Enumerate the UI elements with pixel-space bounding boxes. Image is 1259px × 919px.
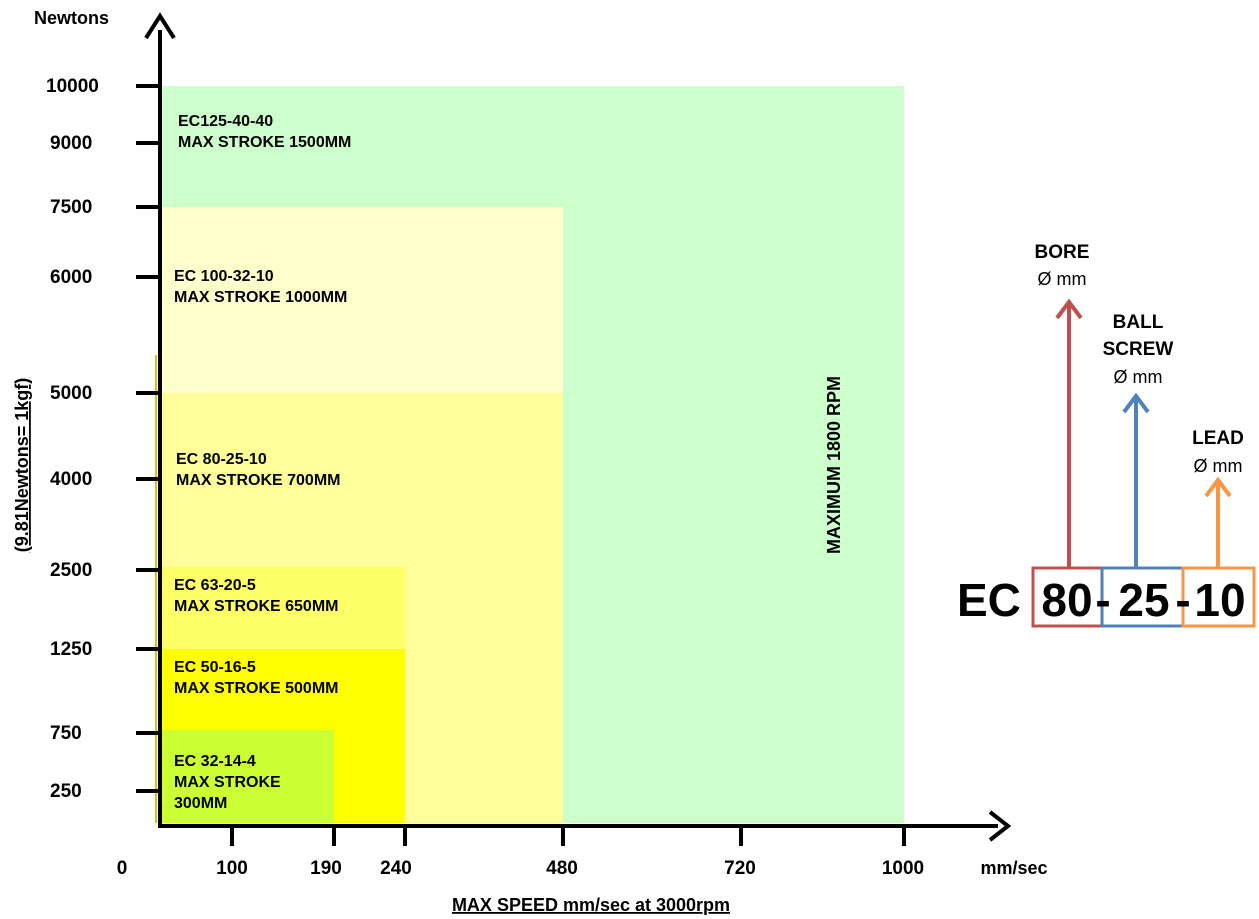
x-tick-label-100: 100	[216, 858, 248, 879]
region-label-ec80-stroke: MAX STROKE 700MM	[176, 472, 340, 489]
region-label-ec63-model: EC 63-20-5	[174, 577, 256, 594]
legend-screw-arrow	[1122, 392, 1150, 568]
legend-screw-unit: Ø mm	[1114, 367, 1163, 387]
region-label-ec32-stroke-1: MAX STROKE	[174, 774, 281, 791]
y-tick-label-4000: 4000	[50, 469, 92, 490]
legend-lead-arrowhead	[1204, 476, 1232, 498]
x-axis-arrowhead	[988, 810, 1012, 842]
legend-code-screw: 25	[1118, 574, 1169, 626]
region-label-ec125-stroke: MAX STROKE 1500MM	[178, 134, 351, 151]
y-tick-label-9000: 9000	[50, 133, 92, 154]
legend-bore-title: BORE	[1035, 242, 1090, 263]
legend-code-bore: 80	[1041, 574, 1092, 626]
x-tick-marks	[230, 826, 906, 846]
region-ec100	[160, 207, 563, 393]
y-axis-arrowhead	[144, 12, 176, 40]
x-unit-label: mm/sec	[980, 858, 1047, 878]
legend-bore-unit: Ø mm	[1038, 269, 1087, 289]
x-axis-title: MAX SPEED mm/sec at 3000rpm	[452, 895, 730, 915]
x-tick-label-480: 480	[546, 858, 578, 879]
region-label-ec80-model: EC 80-25-10	[176, 451, 267, 468]
region-label-ec32-stroke-2: 300MM	[174, 795, 227, 812]
region-label-ec50-stroke: MAX STROKE 500MM	[174, 680, 338, 697]
y-tick-label-250: 250	[50, 781, 82, 802]
y-tick-label-1250: 1250	[50, 639, 92, 660]
y-tick-marks	[136, 84, 160, 793]
region-label-ec100-stroke: MAX STROKE 1000MM	[174, 289, 347, 306]
region-ec63	[160, 567, 405, 649]
region-label-ec125-model: EC125-40-40	[178, 113, 273, 130]
legend-lead-unit: Ø mm	[1194, 456, 1243, 476]
x-tick-label-240: 240	[380, 858, 412, 879]
legend-lead-title: LEAD	[1192, 428, 1244, 449]
legend-bore-arrow	[1055, 298, 1083, 568]
x-tick-label-720: 720	[724, 858, 756, 879]
x-tick-label-0: 0	[117, 858, 128, 879]
region-label-ec50-model: EC 50-16-5	[174, 659, 256, 676]
y-tick-label-6000: 6000	[50, 267, 92, 288]
y-axis-top-label: Newtons	[34, 8, 109, 28]
legend-lead-arrow	[1204, 476, 1232, 568]
region-ec32	[160, 730, 334, 823]
legend-bore-arrowhead	[1055, 298, 1083, 320]
legend-lead-box	[1181, 566, 1256, 628]
region-label-ec32-model: EC 32-14-4	[174, 753, 256, 770]
y-tick-label-10000: 10000	[46, 76, 99, 97]
max-rpm-annotation: MAXIMUM 1800 RPM	[824, 376, 844, 554]
region-label-ec100-model: EC 100-32-10	[174, 268, 274, 285]
legend-screw-arrowhead	[1122, 392, 1150, 414]
legend-code-lead: 10	[1194, 574, 1245, 626]
legend-code-prefix: EC	[957, 574, 1021, 626]
y-axis-side-label: (9.81Newtons= 1kgf)	[12, 378, 32, 553]
legend-code-dash-1: -	[1095, 574, 1110, 626]
y-tick-label-5000: 5000	[50, 383, 92, 404]
legend-screw-title-1: BALL	[1113, 312, 1164, 333]
x-tick-label-190: 190	[310, 858, 342, 879]
region-label-ec63-stroke: MAX STROKE 650MM	[174, 598, 338, 615]
y-tick-label-7500: 7500	[50, 197, 92, 218]
legend-screw-title-2: SCREW	[1103, 339, 1174, 360]
x-tick-label-1000: 1000	[882, 858, 924, 879]
y-tick-label-2500: 2500	[50, 560, 92, 581]
legend-code-dash-2: -	[1175, 574, 1190, 626]
y-tick-label-750: 750	[50, 723, 82, 744]
